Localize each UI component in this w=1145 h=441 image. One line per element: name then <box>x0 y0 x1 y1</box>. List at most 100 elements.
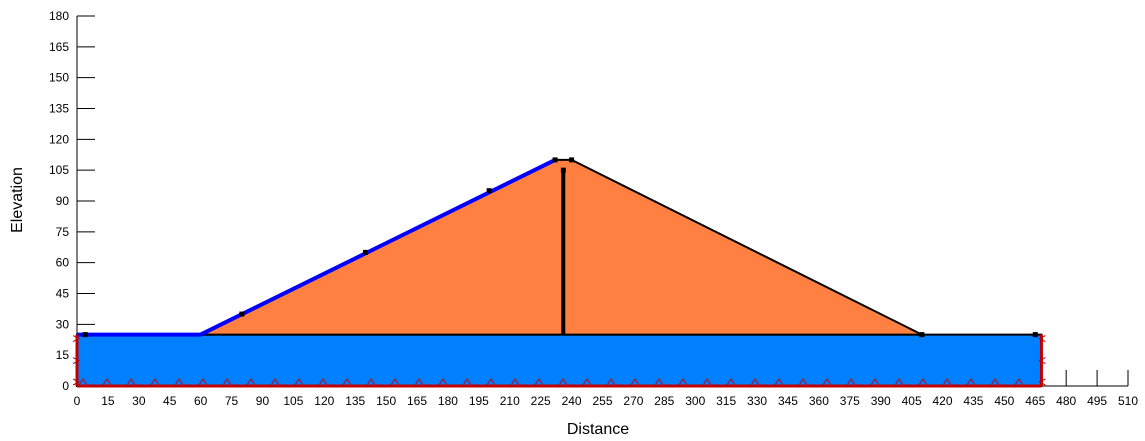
base-support-marker <box>798 378 808 386</box>
base-support-marker <box>582 378 592 386</box>
base-support-marker <box>342 378 352 386</box>
embankment-region <box>200 158 923 336</box>
x-tick-label: 255 <box>592 394 612 408</box>
x-tick-label: 480 <box>1056 394 1076 408</box>
base-support-marker <box>126 378 136 386</box>
y-tick-label: 15 <box>56 348 70 362</box>
x-tick-label: 420 <box>933 394 953 408</box>
point-marker <box>363 249 369 255</box>
x-tick-label: 210 <box>500 394 520 408</box>
x-tick-label: 375 <box>840 394 860 408</box>
base-support-marker <box>174 378 184 386</box>
point-marker <box>569 157 575 163</box>
base-support-marker <box>726 378 736 386</box>
base-support-marker <box>558 378 568 386</box>
base-support-marker <box>534 378 544 386</box>
base-support-marker <box>870 378 880 386</box>
point-marker <box>1032 332 1038 338</box>
base-support-marker <box>846 378 856 386</box>
base-support-marker <box>390 378 400 386</box>
base-support-marker <box>414 378 424 386</box>
x-tick-label: 390 <box>871 394 891 408</box>
section-lines <box>77 158 566 337</box>
base-support-marker <box>990 378 1000 386</box>
y-tick-label: 0 <box>62 379 69 393</box>
x-tick-label: 345 <box>778 394 798 408</box>
x-tick-label: 90 <box>256 394 270 408</box>
water-line <box>77 158 556 337</box>
y-tick-label: 165 <box>49 40 69 54</box>
base-support-marker <box>942 378 952 386</box>
x-tick-label: 405 <box>902 394 922 408</box>
base-support-marker <box>750 378 760 386</box>
y-tick-label: 30 <box>56 317 70 331</box>
base-support-marker <box>822 378 832 386</box>
point-marker <box>82 332 88 338</box>
base-support-marker <box>630 378 640 386</box>
point-marker <box>552 157 558 163</box>
point-marker <box>919 332 925 338</box>
base-support-marker <box>198 378 208 386</box>
x-tick-label: 495 <box>1087 394 1107 408</box>
x-tick-label: 510 <box>1118 394 1138 408</box>
x-tick-label: 240 <box>562 394 582 408</box>
x-tick-label: 135 <box>345 394 365 408</box>
y-tick-label: 135 <box>49 102 69 116</box>
point-markers <box>82 157 1038 338</box>
right-support-marker <box>1038 378 1046 386</box>
x-tick-label: 180 <box>438 394 458 408</box>
base-support-marker <box>702 378 712 386</box>
y-tick-label: 120 <box>49 132 69 146</box>
base-support-marker <box>894 378 904 386</box>
x-tick-label: 15 <box>101 394 115 408</box>
x-tick-label: 270 <box>623 394 643 408</box>
y-tick-label: 75 <box>56 225 70 239</box>
y-tick-label: 45 <box>56 287 70 301</box>
x-tick-label: 360 <box>809 394 829 408</box>
x-tick-label: 105 <box>283 394 303 408</box>
x-tick-label: 330 <box>747 394 767 408</box>
base-support-marker <box>438 378 448 386</box>
base-support-marker <box>270 378 280 386</box>
x-tick-label: 225 <box>531 394 551 408</box>
base-support-marker <box>510 378 520 386</box>
x-tick-label: 150 <box>376 394 396 408</box>
foundation-region <box>76 333 1043 387</box>
x-tick-label: 285 <box>654 394 674 408</box>
base-support-marker <box>654 378 664 386</box>
material-regions <box>76 158 1043 387</box>
boundary-conditions <box>72 334 1046 388</box>
base-support-marker <box>966 378 976 386</box>
x-tick-label: 300 <box>685 394 705 408</box>
base-support-marker <box>366 378 376 386</box>
x-tick-label: 120 <box>314 394 334 408</box>
x-tick-label: 435 <box>963 394 983 408</box>
x-axis-title: Distance <box>567 421 629 438</box>
base-support-marker <box>294 378 304 386</box>
y-axis-title: Elevation <box>9 167 26 233</box>
x-tick-label: 0 <box>74 394 81 408</box>
x-tick-label: 75 <box>225 394 239 408</box>
x-tick-label: 60 <box>194 394 208 408</box>
point-marker <box>239 311 245 317</box>
left-support-marker <box>72 378 81 386</box>
y-tick-label: 105 <box>49 163 69 177</box>
base-support-marker <box>78 378 88 386</box>
base-support-marker <box>102 378 112 386</box>
left-support-marker <box>72 335 81 343</box>
right-support-marker <box>1038 357 1046 365</box>
base-support-marker <box>1014 378 1024 386</box>
base-support-marker <box>678 378 688 386</box>
x-tick-label: 465 <box>1025 394 1045 408</box>
y-tick-label: 180 <box>49 9 69 23</box>
base-support-marker <box>246 378 256 386</box>
base-support-marker <box>150 378 160 386</box>
base-support-marker <box>774 378 784 386</box>
tick-labels: 0 15 30 45 60 75 90 105 120 135 150 165 180 0 15 30 45 60… <box>49 9 1138 408</box>
base-support-marker <box>222 378 232 386</box>
base-support-marker <box>318 378 328 386</box>
x-tick-label: 450 <box>994 394 1014 408</box>
point-marker <box>560 167 566 173</box>
x-tick-label: 165 <box>407 394 427 408</box>
point-marker <box>486 188 492 194</box>
